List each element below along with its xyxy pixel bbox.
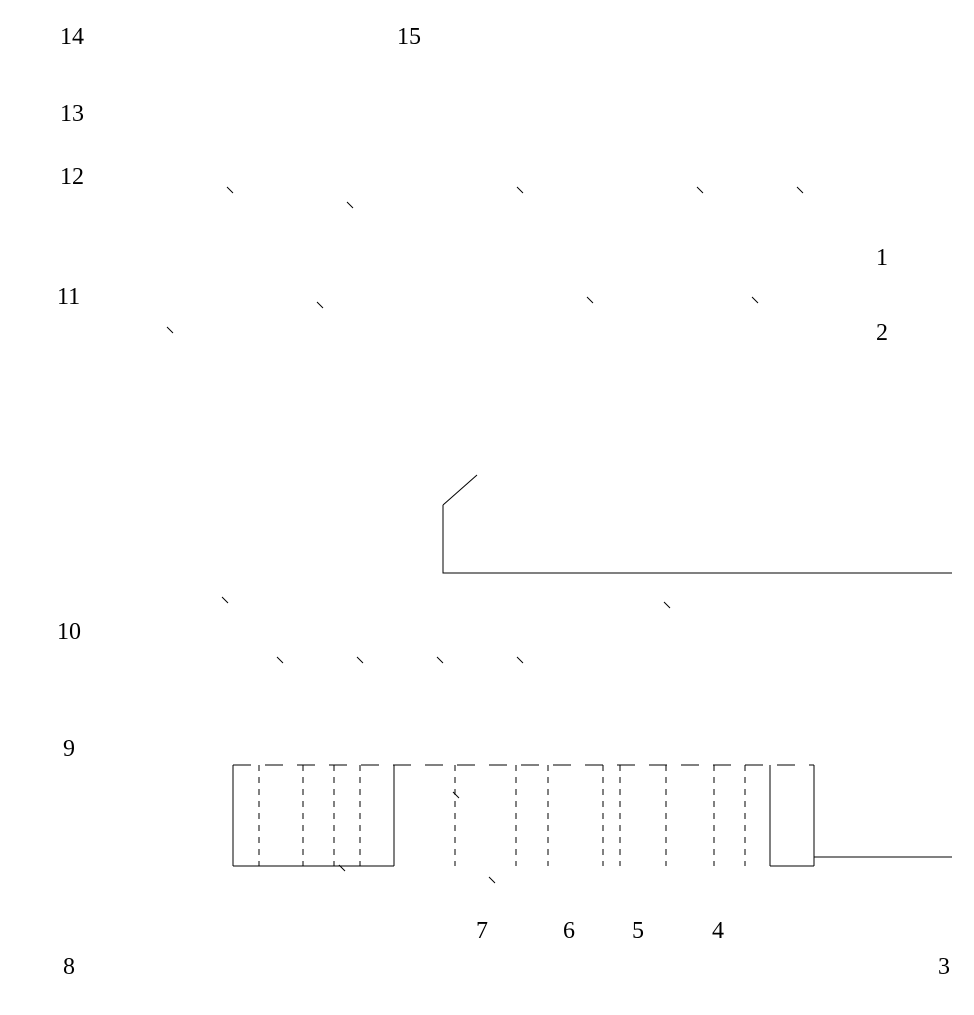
schematic-diagram	[0, 0, 974, 1015]
